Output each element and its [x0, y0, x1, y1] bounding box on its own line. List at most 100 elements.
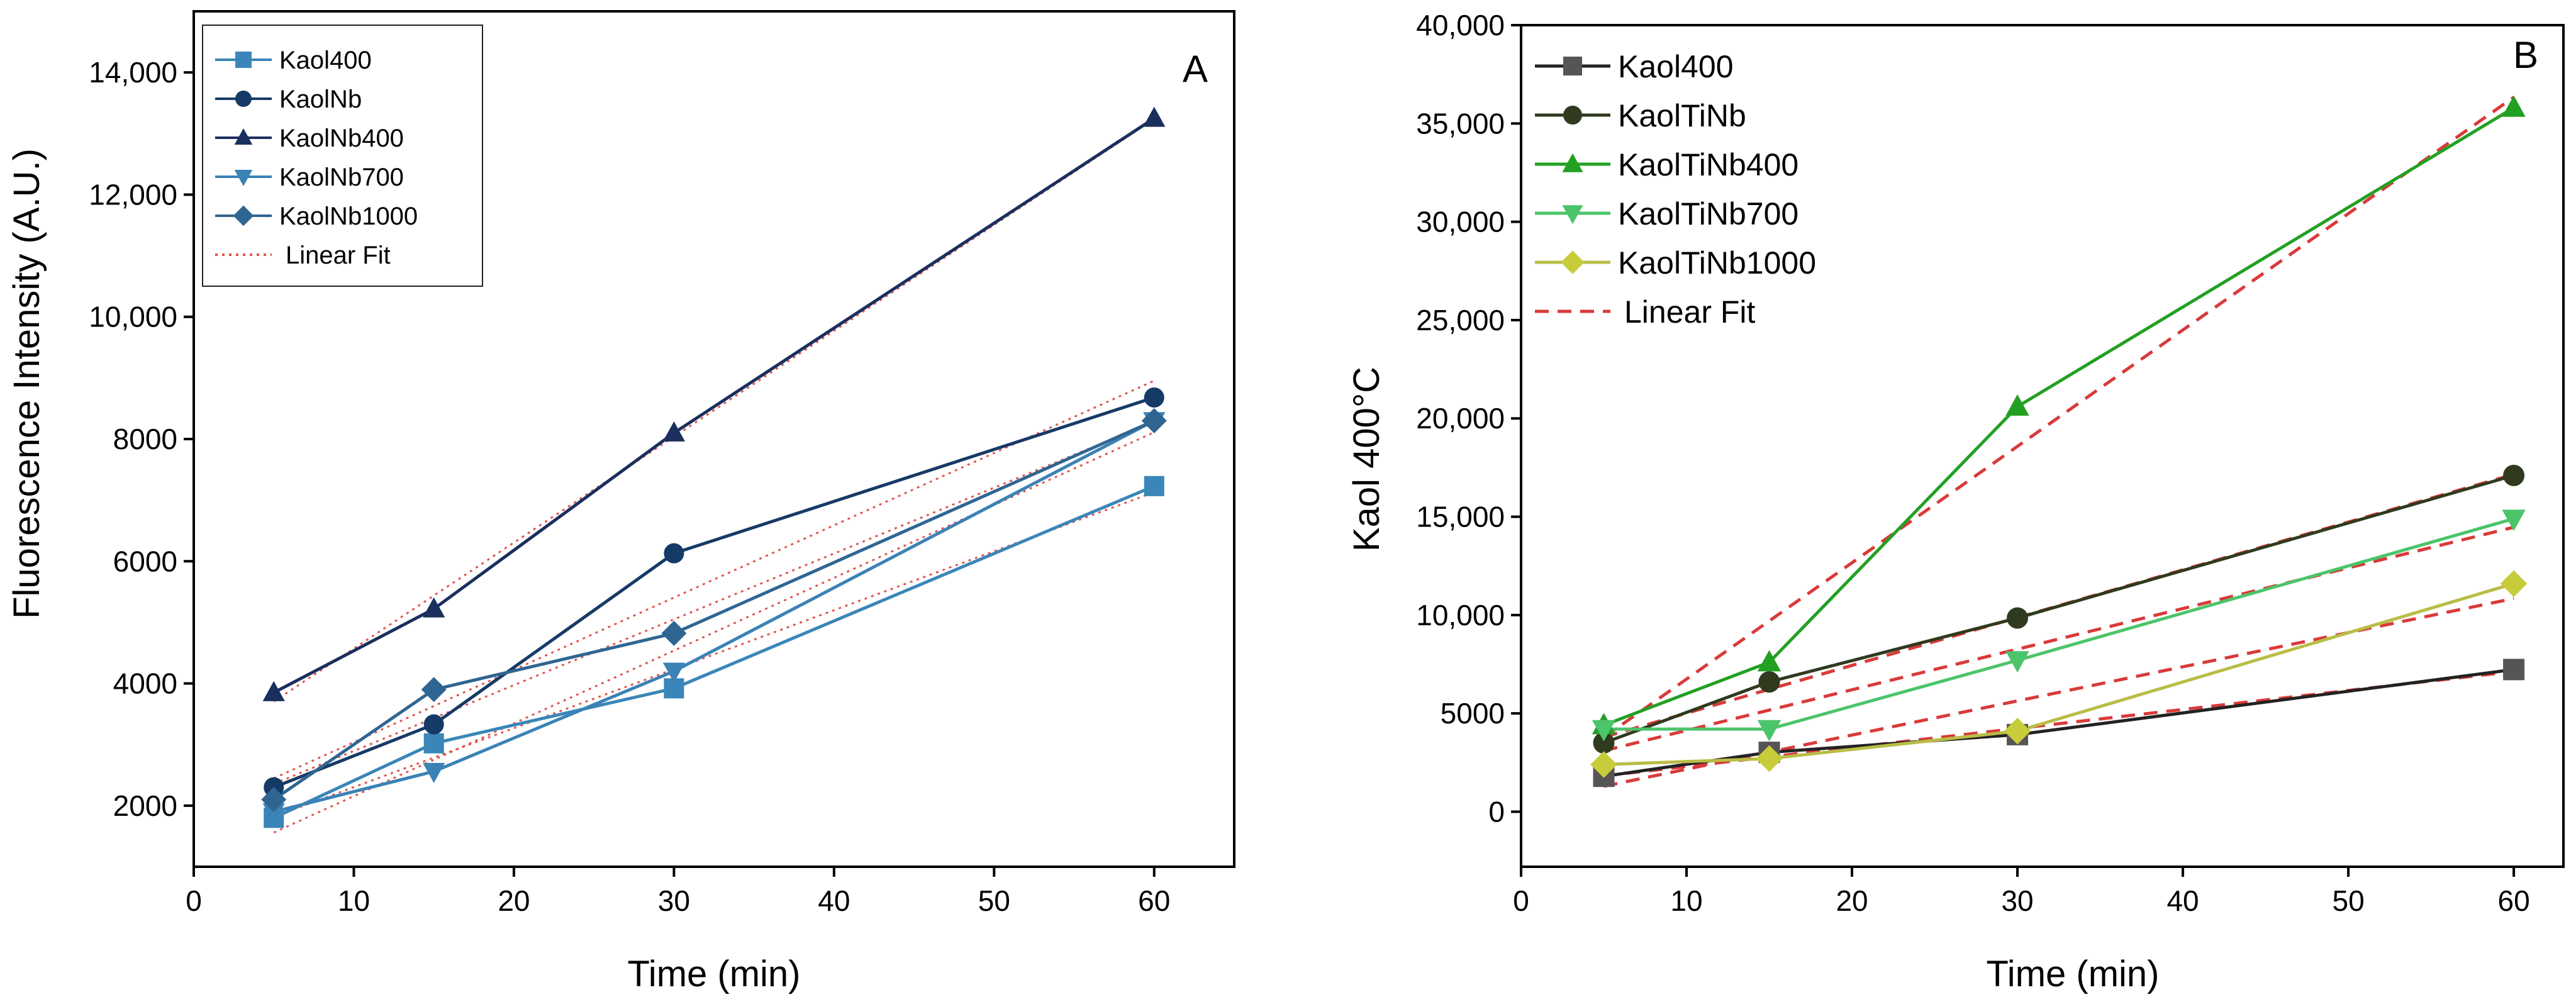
panel-b-plot-area: 0 10 20 30 40 50 60 0 5000 10,000 15,000 20,000 25,0… — [1416, 9, 2565, 917]
panel-b-point-kaoltinb — [1758, 671, 1780, 693]
panel-a-legend-marker-kaolnb700 — [234, 169, 253, 186]
panel-a-legend-marker-kaolnb400 — [234, 128, 253, 145]
panel-b-point-kaoltinb1000 — [2500, 570, 2528, 598]
panel-b-point-kaol400 — [2503, 659, 2525, 681]
panel-a-legend-label-kaolnb400: KaolNb400 — [279, 125, 404, 152]
panel-b-point-kaoltinb700 — [1757, 720, 1781, 742]
panel-b-fit-line-kaoltinb700 — [1603, 525, 2514, 752]
panel-a-x-tick-label: 60 — [1138, 884, 1170, 917]
panel-b-point-kaoltinb1000 — [1590, 751, 1617, 778]
panel-a-legend-marker-kaolnb — [235, 91, 252, 107]
panel-a-x-title: Time (min) — [628, 954, 801, 994]
panel-a-legend-label-kaol400: Kaol400 — [279, 47, 372, 74]
panel-a-y-tick-label: 14,000 — [89, 56, 177, 89]
panel-b-series-line-kaoltinb400 — [1603, 106, 2515, 727]
panel-a-legend-label-fit: Linear Fit — [286, 242, 391, 269]
panel-a-point-kaolnb700 — [423, 762, 445, 783]
panel-b-legend-label-kaoltinb1000: KaolTiNb1000 — [1618, 245, 1816, 281]
panel-b-legend: Kaol400 KaolTiNb KaolTiNb400 KaolTiNb700 Kao… — [1535, 49, 1816, 330]
panel-a-legend-label-kaolnb: KaolNb — [279, 86, 362, 113]
panel-b-y-tick-label: 20,000 — [1416, 402, 1505, 435]
panel-a-legend-marker-kaol400 — [235, 52, 252, 68]
panel-b-legend-label-kaoltinb: KaolTiNb — [1618, 98, 1746, 133]
panel-a-point-kaolnb700 — [262, 803, 285, 823]
panel-b-legend-label-kaoltinb700: KaolTiNb700 — [1618, 196, 1798, 231]
panel-b-y-tick-label: 35,000 — [1416, 107, 1505, 140]
panel-b-y-title: Kaol 400°C — [1346, 367, 1387, 552]
panel-b-y-tick-label: 40,000 — [1416, 9, 1505, 42]
panel-a-chart: 0 10 20 30 40 50 60 2000 4000 6000 8000 10,000 12,00… — [6, 10, 1235, 994]
panel-b-legend-label-fit: Linear Fit — [1624, 294, 1756, 330]
panel-b-plot-frame — [1520, 24, 2565, 868]
panel-b-y-tick-label: 10,000 — [1416, 599, 1505, 632]
panel-a-legend-label-kaolnb700: KaolNb700 — [279, 164, 404, 191]
panel-b-legend-marker-kaol400 — [1563, 57, 1582, 75]
panel-a-x-tick-label: 40 — [818, 884, 850, 917]
panel-b-point-kaoltinb700 — [2005, 651, 2029, 673]
panel-b-x-tick-label: 60 — [2498, 884, 2530, 917]
panel-a-point-kaolnb400 — [1143, 106, 1166, 127]
panel-a-point-kaolnb400 — [262, 681, 285, 701]
panel-b-point-kaoltinb700 — [1592, 720, 1616, 742]
panel-a-x-tick-label: 0 — [186, 884, 202, 917]
panel-b-point-kaoltinb — [1593, 732, 1615, 754]
panel-b-x-tick-label: 20 — [1836, 884, 1868, 917]
panel-b-x-tick-label: 0 — [1513, 884, 1529, 917]
panel-b-series-line-kaoltinb1000 — [1603, 582, 2514, 766]
panel-a-point-kaol400 — [423, 733, 444, 754]
panel-a-fit-line-kaolnb — [273, 379, 1155, 779]
panel-a-point-kaolnb400 — [662, 421, 685, 442]
panel-b-series-line-kaoltinb — [1603, 474, 2514, 745]
panel-a-plot-area: 0 10 20 30 40 50 60 2000 4000 6000 8000 10,000 12,00… — [89, 10, 1235, 917]
panel-a-y-tick-label: 4000 — [113, 667, 177, 700]
panel-b-letter: B — [2513, 34, 2538, 76]
panel-a-point-kaolnb400 — [423, 597, 445, 618]
panel-a-legend-marker-kaolnb1000 — [233, 205, 254, 226]
panel-a-point-kaolnb1000 — [661, 620, 687, 646]
panel-a-series-line-kaol400 — [273, 484, 1155, 820]
panel-a-fit-line-kaolnb1000 — [273, 421, 1155, 785]
panel-a-y-title: Fluorescence Intensity (A.U.) — [6, 148, 47, 619]
panel-b-point-kaoltinb700 — [2502, 509, 2526, 532]
panel-b-chart: 0 10 20 30 40 50 60 0 5000 10,000 15,000 20,000 25,0… — [1346, 9, 2565, 994]
panel-a-series-line-kaolnb400 — [273, 116, 1156, 694]
panel-b-series-line-kaoltinb700 — [1603, 517, 2514, 731]
panel-b-y-tick-label: 0 — [1488, 795, 1505, 828]
panel-b-point-kaoltinb400 — [2502, 95, 2526, 117]
panel-a-y-tick-label: 12,000 — [89, 178, 177, 211]
panel-a-y-tick-label: 6000 — [113, 545, 177, 577]
panel-a-x-tick-label: 30 — [658, 884, 690, 917]
panel-a-y-tick-label: 2000 — [113, 789, 177, 822]
panel-a-point-kaolnb1000 — [261, 787, 287, 813]
panel-b-point-kaoltinb — [2007, 607, 2029, 629]
panel-b-point-kaoltinb400 — [2005, 394, 2029, 416]
panel-b-legend-marker-kaoltinb — [1563, 106, 1582, 125]
panel-a-y-tick-label: 8000 — [113, 423, 177, 455]
panel-a-legend-label-kaolnb1000: KaolNb1000 — [279, 203, 418, 230]
panel-b-legend-label-kaol400: Kaol400 — [1618, 49, 1734, 84]
panel-a-point-kaol400 — [1144, 476, 1164, 496]
panel-b-x-title: Time (min) — [1987, 954, 2160, 994]
panel-b-y-tick-label: 25,000 — [1416, 304, 1505, 337]
panel-b-y-tick-label: 15,000 — [1416, 501, 1505, 533]
panel-b-y-tick-label: 5000 — [1441, 697, 1505, 730]
panel-a-letter: A — [1183, 48, 1208, 90]
panel-a-point-kaolnb700 — [662, 662, 685, 683]
panel-b-legend-marker-kaoltinb1000 — [1561, 250, 1585, 274]
panel-b-x-tick-label: 50 — [2332, 884, 2364, 917]
panel-a-point-kaolnb — [423, 714, 444, 735]
panel-a-x-tick-label: 50 — [978, 884, 1010, 917]
panel-b-x-tick-label: 40 — [2166, 884, 2199, 917]
panel-b-point-kaoltinb400 — [1757, 650, 1781, 672]
panel-b-y-tick-label: 30,000 — [1416, 206, 1505, 238]
panel-a-x-tick-label: 10 — [338, 884, 370, 917]
panel-a-point-kaolnb — [664, 543, 684, 564]
panel-b-x-tick-label: 10 — [1670, 884, 1702, 917]
panel-a-point-kaolnb — [1144, 387, 1164, 408]
panel-a-point-kaolnb1000 — [1141, 408, 1167, 433]
panel-b-point-kaoltinb1000 — [2004, 718, 2031, 745]
panel-a-series-line-kaolnb700 — [273, 419, 1155, 813]
panel-a-point-kaolnb1000 — [421, 677, 447, 703]
panel-a-legend: Kaol400 KaolNb KaolNb400 KaolNb700 KaolNb100… — [215, 47, 418, 269]
